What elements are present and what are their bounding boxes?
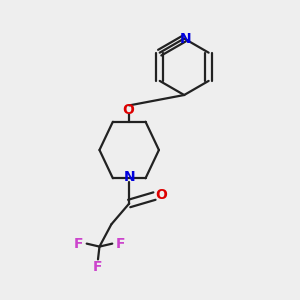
Text: F: F (116, 237, 125, 250)
Text: O: O (122, 103, 134, 117)
Text: N: N (123, 170, 135, 184)
Text: N: N (180, 32, 191, 46)
Text: O: O (155, 188, 167, 202)
Text: F: F (74, 237, 83, 250)
Text: F: F (93, 260, 103, 274)
